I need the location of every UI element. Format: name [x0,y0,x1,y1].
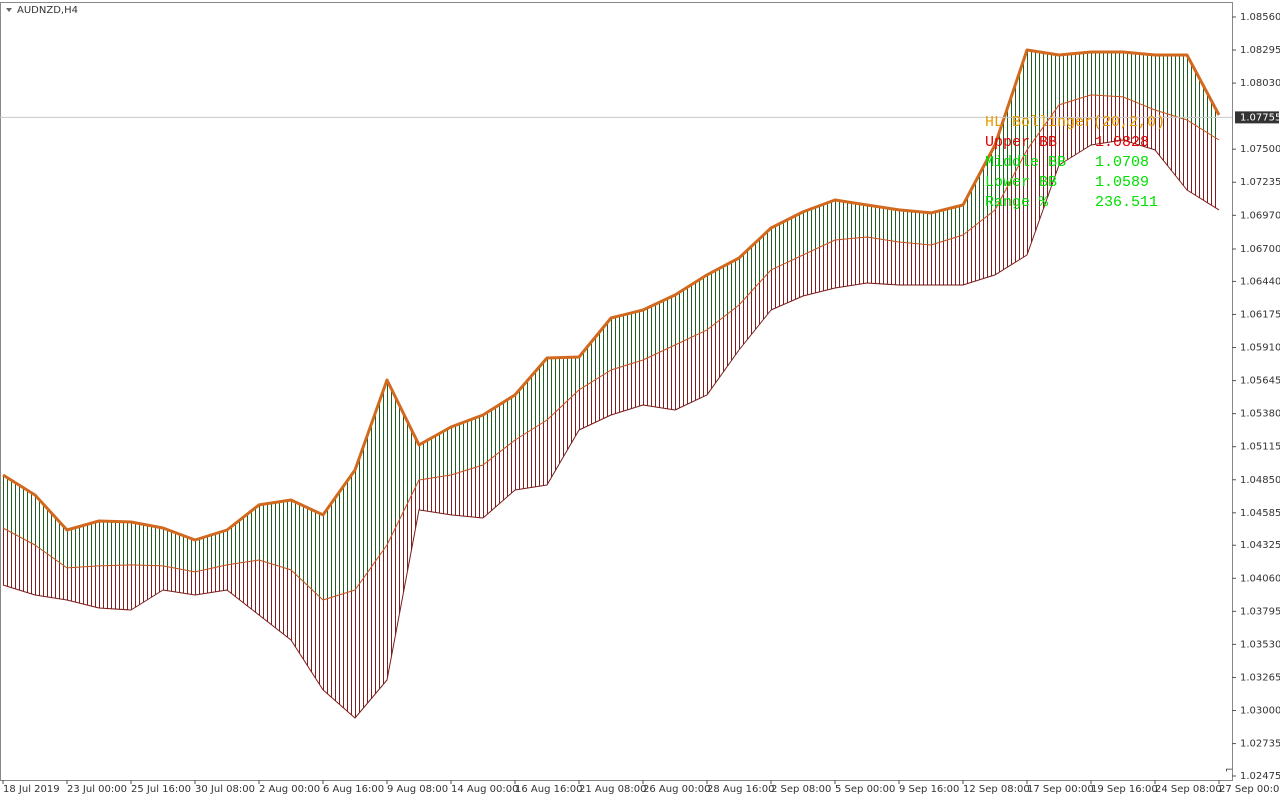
indicator-label: Range % [985,194,1049,211]
y-tick-label: 1.04585 [1240,508,1280,519]
x-tick-label: 2 Sep 08:00 [771,784,831,795]
y-tick-label: 1.06440 [1240,276,1280,287]
menu-arrow[interactable] [6,8,12,12]
y-tick-label: 1.05645 [1240,376,1280,387]
y-tick-label: 1.02475 [1240,771,1280,782]
indicator-value: 236.511 [1095,194,1158,211]
band-line [2,48,1221,542]
y-tick-label: 1.05115 [1240,442,1280,453]
y-tick-label: 1.08560 [1240,12,1280,23]
y-tick-label: 1.06700 [1240,244,1280,255]
y-tick-label: 1.03265 [1240,672,1280,683]
indicator-title: HL Bollinger(20,2,0) [985,114,1165,131]
y-tick-label: 1.03795 [1240,606,1280,617]
y-tick-label: 1.03530 [1240,639,1280,650]
current-price-box [1235,111,1279,124]
x-tick-label: 28 Aug 16:00 [707,784,774,795]
x-tick-label: 30 Jul 08:00 [195,784,255,795]
y-tick-label: 1.08030 [1240,78,1280,89]
y-tick-label: 1.06175 [1240,309,1280,320]
indicator-value: 1.0589 [1095,174,1149,191]
indicator-value: 1.0708 [1095,154,1149,171]
x-tick-label: 27 Sep 00:00 [1219,784,1280,795]
x-tick-label: 26 Aug 00:00 [643,784,710,795]
x-tick-label: 19 Sep 16:00 [1091,784,1158,795]
y-tick-label: 1.05910 [1240,343,1280,354]
x-tick-label: 9 Aug 08:00 [387,784,448,795]
x-tick-label: 24 Sep 08:00 [1155,784,1222,795]
corner-mark: ⌐ [1225,765,1233,776]
x-tick-label: 6 Aug 16:00 [323,784,384,795]
y-tick-label: 1.04850 [1240,475,1280,486]
indicator-value: 1.0828 [1095,134,1149,151]
x-tick-label: 25 Jul 16:00 [131,784,191,795]
x-tick-label: 2 Aug 00:00 [259,784,320,795]
y-tick-label: 1.05380 [1240,409,1280,420]
indicator-label: Middle BB [985,154,1066,171]
x-tick-label: 5 Sep 00:00 [835,784,895,795]
y-tick-label: 1.06970 [1240,210,1280,221]
x-tick-label: 21 Aug 08:00 [579,784,646,795]
band-line [2,94,1220,601]
y-tick-label: 1.04325 [1240,540,1280,551]
y-tick-label: 1.03000 [1240,706,1280,717]
band-fill [3,94,1219,718]
x-tick-label: 14 Aug 00:00 [451,784,518,795]
band-line [2,139,1220,719]
x-tick-label: 9 Sep 16:00 [899,784,959,795]
y-tick-label: 1.08295 [1240,45,1280,56]
indicator-label: Upper BB [985,134,1057,151]
y-tick-label: 1.02735 [1240,739,1280,750]
y-tick-label: 1.07235 [1240,177,1280,188]
y-tick-label: 1.07500 [1240,144,1280,155]
y-tick-label: 1.04060 [1240,573,1280,584]
x-tick-label: 17 Sep 00:00 [1027,784,1094,795]
band-fill [3,50,1219,600]
x-tick-label: 18 Jul 2019 [3,784,60,795]
indicator-label: Lower BB [985,174,1057,191]
x-tick-label: 16 Aug 16:00 [515,784,582,795]
x-tick-label: 12 Sep 08:00 [963,784,1030,795]
x-tick-label: 23 Jul 00:00 [67,784,127,795]
chart-title: AUDNZD,H4 [17,5,78,16]
current-price-label: 1.07755 [1240,112,1280,123]
